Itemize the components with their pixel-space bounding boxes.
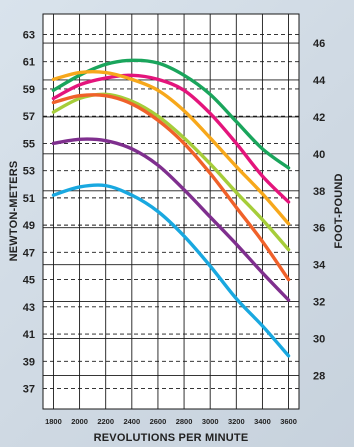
y-tick-label: 39	[23, 356, 35, 368]
y-tick-label: 53	[23, 166, 35, 178]
series-line-5	[51, 93, 291, 282]
y-tick-label: 51	[23, 193, 35, 205]
x-tick-label: 3000	[202, 417, 219, 426]
y-right-tick-label: 28	[313, 370, 325, 382]
x-tick-label: 3200	[228, 417, 245, 426]
y-right-tick-label: 42	[313, 112, 325, 124]
y-right-tick-label: 32	[313, 297, 325, 309]
x-tick-label: 3600	[280, 417, 297, 426]
y-right-tick-labels: 28 30 32 34 36 38 40 42 44 46	[313, 38, 326, 382]
x-tick-label: 2800	[176, 417, 193, 426]
x-tick-label: 2400	[123, 417, 140, 426]
y-tick-label: 47	[23, 247, 35, 259]
x-tick-label: 3400	[254, 417, 271, 426]
y-tick-label: 55	[23, 138, 35, 150]
x-tick-label: 1800	[45, 417, 62, 426]
series-lines	[51, 58, 291, 358]
y-right-tick-label: 34	[313, 260, 326, 272]
y-right-tick-label: 46	[313, 38, 325, 50]
x-tick-label: 2000	[71, 417, 88, 426]
x-tick-labels: 1800 2000 2200 2400 2600 2800 3000 3200 3400 3600	[45, 417, 297, 426]
series-line-6	[51, 137, 291, 302]
y-tick-label: 49	[23, 220, 35, 232]
x-tick-label: 2200	[97, 417, 114, 426]
y-tick-label: 59	[23, 84, 35, 96]
x-tick-label: 2600	[150, 417, 167, 426]
y-tick-label: 57	[23, 111, 35, 123]
y-tick-label: 63	[23, 29, 35, 41]
y-right-tick-label: 44	[313, 75, 326, 87]
y-tick-label: 41	[23, 329, 35, 341]
y-right-tick-label: 30	[313, 334, 325, 346]
y-axis-label: NEWTON-METERS	[8, 161, 20, 262]
y-right-tick-label: 36	[313, 223, 325, 235]
series-line-7	[51, 183, 291, 358]
y-tick-labels: 37 39 41 43 45 47 49 51 53 55 57 59 61 63	[23, 29, 35, 395]
series-line-2	[51, 73, 291, 204]
y-tick-label: 61	[23, 57, 35, 69]
y-right-tick-label: 40	[313, 149, 325, 161]
y-tick-label: 43	[23, 302, 35, 314]
y-right-tick-label: 38	[313, 186, 325, 198]
series-line-1	[51, 58, 291, 170]
y-tick-label: 45	[23, 275, 35, 287]
series-line-3	[51, 70, 291, 226]
y-right-axis-label: FOOT-POUND	[333, 173, 345, 248]
y-tick-label: 37	[23, 384, 35, 396]
x-axis-label: REVOLUTIONS PER MINUTE	[94, 432, 249, 444]
plot-frame	[42, 13, 300, 410]
